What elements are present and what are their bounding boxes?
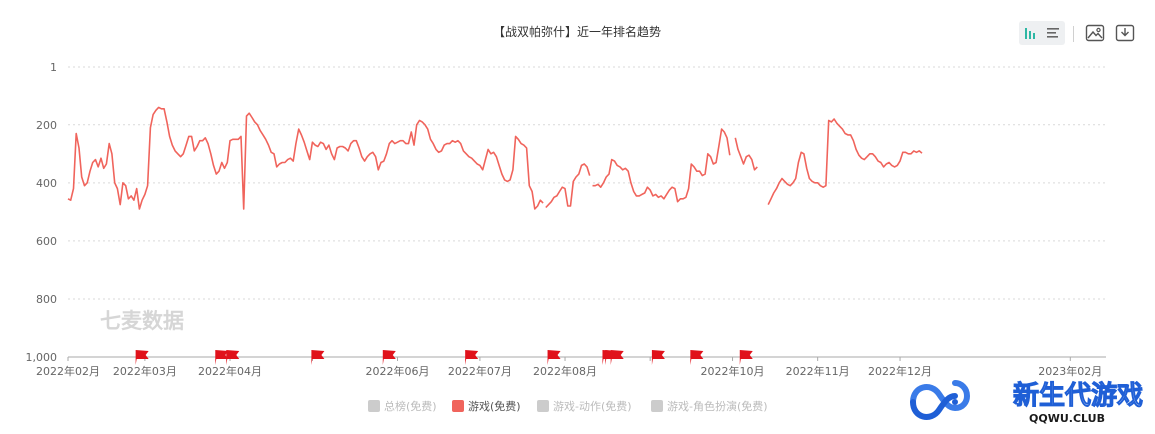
event-flag-marker [135,350,149,365]
x-tick-label: 2022年12月 [868,364,932,378]
event-flag-marker [311,350,325,365]
list-icon [1047,28,1059,38]
series-line-segment [734,137,758,171]
series-line-segment [545,163,591,209]
series-line-segment [67,106,544,210]
legend-item-overall[interactable]: 总榜(免费) [368,398,437,414]
gamepad-logo-icon [910,380,971,420]
series-line-segment [592,128,731,203]
x-tick-label: 2023年02月 [1038,364,1102,378]
bar-chart-button[interactable] [1020,22,1042,44]
y-axis-ticks: 1 200 400 600 800 1,000 [26,61,58,364]
legend-label: 游戏-动作(免费) [553,400,632,413]
event-markers [135,350,753,365]
x-tick-label: 2022年10月 [701,364,765,378]
legend-label: 总榜(免费) [384,400,437,413]
y-tick-label: 1,000 [26,351,58,364]
toolbar-separator [1073,26,1074,42]
event-flag-marker [610,350,624,365]
legend: 总榜(免费) 游戏(免费) 游戏-动作(免费) 游戏-角色扮演(免费) [0,398,1155,416]
event-flag-marker [382,350,396,365]
x-axis: 2022年02月 2022年03月 2022年04月 2022年06月 2022年07月… [36,357,1102,378]
image-icon [1085,24,1105,42]
grid-lines [68,66,1106,358]
event-flag-marker [651,350,665,365]
download-icon [1115,24,1135,42]
legend-label: 游戏-角色扮演(免费) [667,400,768,413]
download-button[interactable] [1113,21,1137,45]
event-flag-marker [690,350,704,365]
bar-chart-icon [1025,28,1035,39]
save-image-button[interactable] [1083,21,1107,45]
x-tick-label: 2022年07月 [448,364,512,378]
event-flag-marker [739,350,753,365]
legend-item-games-action[interactable]: 游戏-动作(免费) [537,398,632,414]
watermark-text: 七麦数据 [100,309,184,333]
y-tick-label: 800 [36,293,57,306]
legend-label: 游戏(免费) [468,400,521,413]
x-tick-label: 2022年08月 [533,364,597,378]
event-flag-marker [215,350,229,365]
legend-swatch [452,400,464,412]
site-logo: 新生代游戏 QQWU.CLUB [905,372,1155,430]
chart-type-switch [1019,21,1065,45]
site-logo-subtitle: QQWU.CLUB [1029,412,1105,425]
series-lines [67,106,923,210]
list-button[interactable] [1042,22,1064,44]
event-flag-marker [547,350,561,365]
y-tick-label: 200 [36,119,57,132]
legend-item-games[interactable]: 游戏(免费) [452,398,521,414]
series-line-segment [767,118,923,205]
x-tick-label: 2022年06月 [366,364,430,378]
legend-swatch [368,400,380,412]
legend-swatch [651,400,663,412]
event-flag-marker [465,350,479,365]
y-tick-label: 600 [36,235,57,248]
y-tick-label: 400 [36,177,57,190]
event-flag-marker [226,350,240,365]
chart-title: 【战双帕弥什】近一年排名趋势 [493,24,661,39]
legend-swatch [537,400,549,412]
x-tick-label: 2022年04月 [198,364,262,378]
x-tick-label: 2022年02月 [36,364,100,378]
x-tick-label: 2022年11月 [786,364,850,378]
x-tick-label: 2022年03月 [113,364,177,378]
legend-item-games-rpg[interactable]: 游戏-角色扮演(免费) [651,398,768,414]
y-tick-label: 1 [50,61,57,74]
site-logo-title: 新生代游戏 [1013,380,1143,411]
